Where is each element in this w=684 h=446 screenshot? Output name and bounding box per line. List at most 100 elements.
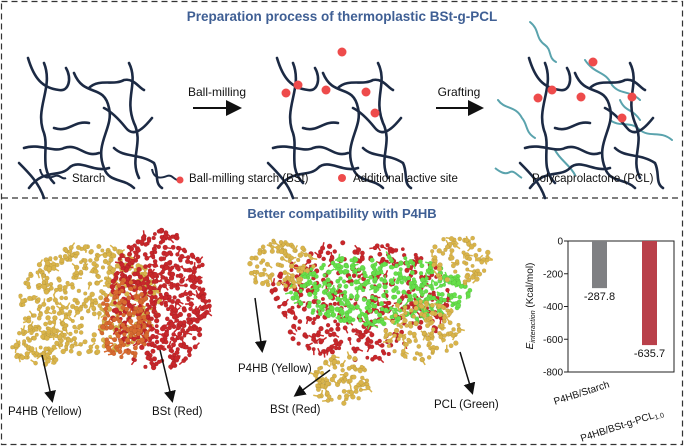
atom [268,241,273,247]
atom [341,400,347,406]
atom [323,361,328,366]
atom [363,279,370,286]
atom [136,266,142,273]
atom [343,377,348,382]
atom [281,301,288,307]
atom [31,335,37,341]
atom [360,287,366,293]
atom [82,258,88,264]
p4hb-atoms [247,238,318,290]
atom [282,277,288,283]
atom [153,318,160,324]
atom [178,342,184,348]
atom [248,270,254,276]
atom [358,318,363,323]
atom [171,313,178,320]
section2-title: Better compatibility with P4HB [247,206,436,221]
atom [393,313,398,318]
atom [181,307,188,313]
atom [371,303,378,309]
atom [359,256,365,262]
atom [100,265,106,270]
atom [318,304,324,310]
atom [331,331,337,337]
model2-p4hb-label: P4HB (Yellow) [238,363,312,375]
atom [44,309,49,315]
atom [276,304,282,309]
ball-milling-label: Ball-milling [188,85,246,99]
section1-title: Preparation process of thermoplastic BSt… [187,9,498,24]
bar-1 [642,241,657,346]
overlap-atoms [97,277,152,360]
atom [44,352,50,358]
atom [66,311,72,317]
atom [27,295,33,302]
atom [124,291,130,297]
atom [135,247,141,253]
atom [358,387,363,393]
atom [473,252,479,258]
p4hb-atoms-3 [309,351,373,406]
atom [470,235,476,241]
atom [147,304,152,310]
atom [73,329,79,334]
atom [324,329,330,335]
atom [100,248,105,253]
atom [419,357,425,363]
atom [433,281,439,287]
atom [16,330,22,336]
atom [156,244,161,249]
atom [121,312,126,318]
atom [183,283,188,288]
atom [117,256,122,261]
atom [319,245,326,251]
atom [470,263,475,268]
atom [425,268,431,274]
atom [411,314,417,319]
atom [336,379,342,384]
atom [343,371,349,377]
atom [108,257,114,263]
starch-legend-icon [39,168,67,180]
atom [48,256,53,261]
atom [307,300,312,306]
atom [354,293,360,300]
atom [329,255,335,261]
atom [140,280,146,286]
atom [418,271,424,276]
atom [325,381,331,387]
atom [275,295,281,301]
atom [337,395,342,401]
atom [419,263,425,269]
atom [381,350,387,356]
atom [133,358,138,363]
atom [197,332,203,338]
atom [169,298,176,305]
atom [427,315,433,321]
atom [369,294,375,300]
atom [36,297,41,302]
atom [392,333,398,338]
atom [198,314,204,320]
atom [180,327,186,333]
atom [195,256,200,262]
atom [59,257,65,263]
atom [462,279,468,284]
atom [450,263,456,269]
atom [70,318,75,324]
atom [450,277,455,282]
atom [379,244,385,249]
atom [132,351,138,356]
atom [142,324,147,330]
atom [164,316,170,322]
atom [467,256,473,262]
atom [485,254,490,259]
atom [297,319,303,324]
atom [357,368,363,374]
atom [305,315,311,321]
atom [143,277,149,282]
atom [22,316,28,321]
atom [321,256,327,262]
atom [311,320,316,326]
atom [375,270,381,276]
